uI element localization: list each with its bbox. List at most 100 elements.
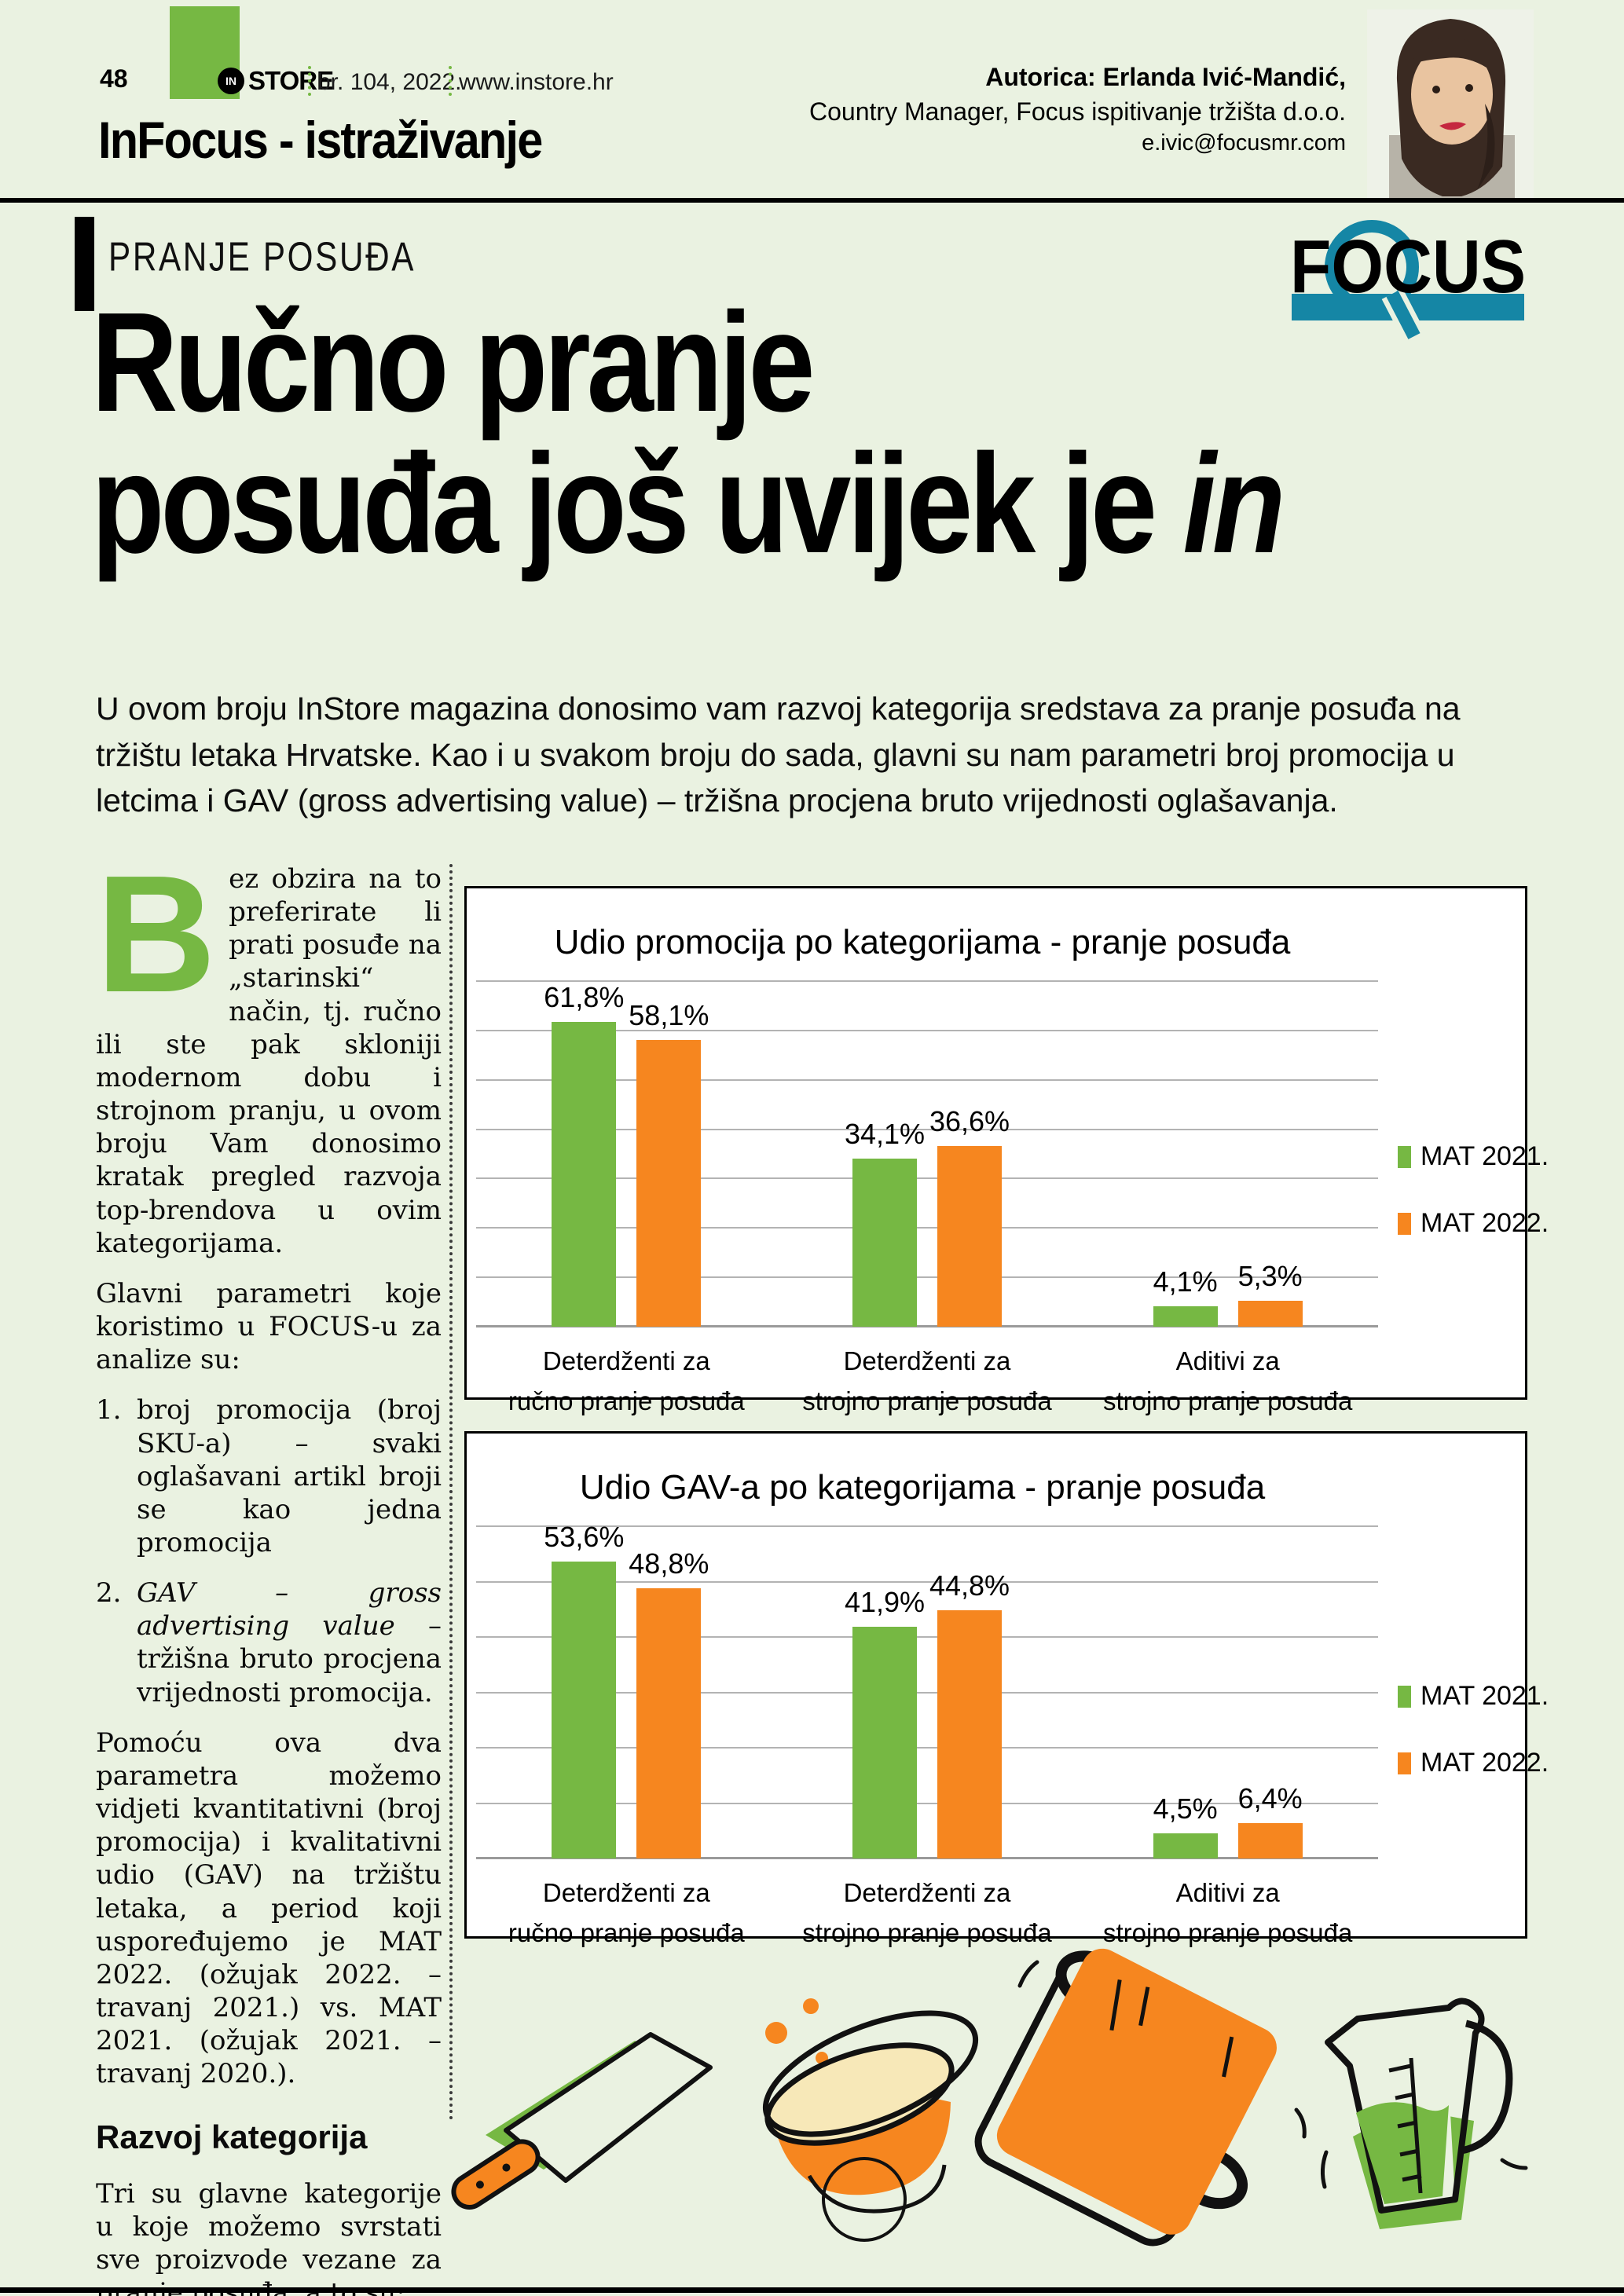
kicker-label: PRANJE POSUĐA: [108, 235, 416, 280]
legend-swatch: [1398, 1212, 1411, 1235]
gridline: [476, 980, 1378, 982]
legend-swatch: [1398, 1685, 1411, 1708]
author-email: e.ivic@focusmr.com: [1142, 130, 1346, 156]
gridline: [476, 1636, 1378, 1638]
bar-mat-2021-cat3: 4,5%: [1153, 1792, 1218, 1858]
bar-mat-2022-cat2: 36,6%: [929, 1105, 1010, 1327]
bar-group-1: 53,6% 48,8%: [544, 1521, 709, 1858]
bar-fill: [852, 1626, 917, 1858]
paragraph-4: Tri su glavne kategorije u koje možemo s…: [96, 2177, 442, 2296]
pot-illustration: [974, 1948, 1307, 2247]
bar-mat-2021-cat2: 34,1%: [845, 1118, 925, 1327]
column-divider: [449, 864, 453, 2121]
chart-title: Udio GAV-a po kategorijama - pranje posu…: [579, 1468, 1266, 1507]
author-photo: [1367, 9, 1534, 203]
category-label-2: Deterdženti za strojno pranje posuđa: [802, 1878, 1052, 1948]
header-separator: [308, 66, 311, 96]
category-label-2: Deterdženti za strojno pranje posuđa: [802, 1346, 1052, 1416]
bar-value-label: 44,8%: [929, 1569, 1010, 1602]
bar-fill: [1153, 1833, 1218, 1858]
page-number: 48: [100, 64, 128, 93]
section-title: InFocus - istraživanje: [98, 111, 543, 169]
bar-value-label: 36,6%: [929, 1104, 1010, 1137]
legend-item: MAT 2022.: [1398, 1208, 1549, 1239]
gridline: [476, 1802, 1378, 1804]
author-role: Country Manager, Focus ispitivanje tržiš…: [809, 97, 1346, 126]
legend-label: MAT 2022.: [1421, 1208, 1549, 1238]
x-axis-line: [476, 1325, 1378, 1327]
gridline: [476, 1525, 1378, 1527]
gridline: [476, 1580, 1378, 1583]
intro-paragraph: U ovom broju InStore magazina donosimo v…: [96, 690, 1461, 819]
bar-mat-2022-cat2: 44,8%: [929, 1569, 1010, 1858]
focus-logo: FOCUS: [1290, 220, 1526, 341]
bar-fill: [937, 1145, 1002, 1327]
bar-mat-2022-cat3: 5,3%: [1237, 1260, 1303, 1327]
bar-mat-2021-cat1: 53,6%: [544, 1521, 624, 1858]
bar-group-3: 4,1% 5,3%: [1153, 1260, 1303, 1327]
bar-mat-2021-cat3: 4,1%: [1153, 1265, 1218, 1327]
headline-line1: Ručno pranje: [91, 284, 816, 441]
bar-value-label: 58,1%: [629, 998, 709, 1031]
headline-emphasis: in: [1182, 425, 1285, 583]
bar-group-2: 34,1% 36,6%: [845, 1105, 1010, 1327]
gridline: [476, 1276, 1378, 1279]
chart-legend: MAT 2021. MAT 2022.: [1398, 1141, 1549, 1239]
kicker-bar: [75, 217, 94, 311]
legend-swatch: [1398, 1145, 1411, 1168]
bar-fill: [552, 1562, 617, 1858]
bar-value-label: 4,5%: [1153, 1792, 1218, 1825]
bar-value-label: 61,8%: [544, 980, 625, 1013]
gridline: [476, 1128, 1378, 1130]
gridline: [476, 1078, 1378, 1081]
numbered-item-1: 1. broj promocija (broj SKU-a) – svaki o…: [96, 1394, 442, 1558]
headline-line2: posuđa još uvijek je in: [91, 425, 1285, 583]
bar-mat-2022-cat1: 48,8%: [629, 1547, 709, 1858]
dishwashing-illustrations: [451, 1948, 1528, 2247]
bar-mat-2021-cat2: 41,9%: [845, 1586, 925, 1858]
category-label-3: Aditivi za strojno pranje posuđa: [1102, 1878, 1353, 1948]
chart-legend: MAT 2021. MAT 2022.: [1398, 1681, 1549, 1778]
bar-fill: [552, 1021, 617, 1327]
promotions-share-chart: Udio promocija po kategorijama - pranje …: [464, 886, 1549, 1415]
bar-fill: [1237, 1822, 1303, 1858]
bar-value-label: 53,6%: [544, 1521, 625, 1554]
chart-title: Udio promocija po kategorijama - pranje …: [554, 923, 1291, 961]
gridline: [476, 1029, 1378, 1031]
bar-value-label: 5,3%: [1237, 1259, 1303, 1292]
gridline: [476, 1227, 1378, 1229]
bowl-illustration: [762, 1998, 979, 2242]
bar-fill: [636, 1587, 702, 1858]
bar-value-label: 41,9%: [844, 1585, 926, 1618]
bar-fill: [937, 1610, 1002, 1858]
bar-fill: [1237, 1300, 1303, 1327]
gridline: [476, 1177, 1378, 1180]
bar-fill: [1153, 1306, 1218, 1327]
category-label-3: Aditivi za strojno pranje posuđa: [1102, 1346, 1353, 1416]
chart-plot: 61,8% 58,1% Deterdženti za ručno pranje pos…: [476, 980, 1378, 1415]
bar-group-3: 4,5% 6,4%: [1153, 1782, 1303, 1858]
issue-number: br. 104, 2022.: [317, 69, 462, 95]
legend-swatch: [1398, 1752, 1411, 1774]
header-separator: [449, 66, 452, 96]
dropcap: B: [96, 840, 217, 1027]
bar-group-2: 41,9% 44,8%: [845, 1569, 1010, 1858]
bar-mat-2022-cat3: 6,4%: [1237, 1782, 1303, 1858]
header-rule: [0, 198, 1624, 203]
subheading: Razvoj kategorija: [96, 2118, 368, 2156]
bar-group-1: 61,8% 58,1%: [544, 981, 709, 1327]
category-label-1: Deterdženti za ručno pranje posuđa: [508, 1878, 745, 1948]
knife-illustration: [451, 2032, 713, 2210]
numbered-item-2: 2. GAV – gross advertising value – tržiš…: [96, 1577, 442, 1708]
measuring-jug-illustration: [1320, 1998, 1528, 2229]
paragraph-2: Glavni parametri koje koristimo u FOCUS-…: [96, 1277, 442, 1376]
gridline: [476, 1691, 1378, 1694]
bar-fill: [636, 1039, 702, 1327]
paragraph-3: Pomoću ova dva parametra možemo vidjeti …: [96, 1727, 442, 2090]
gridline: [476, 1747, 1378, 1749]
instore-logo-text: STORE: [248, 66, 334, 95]
bar-value-label: 34,1%: [844, 1117, 926, 1150]
headline: Ručno pranje posuđa još uvijek je in: [91, 284, 1285, 583]
